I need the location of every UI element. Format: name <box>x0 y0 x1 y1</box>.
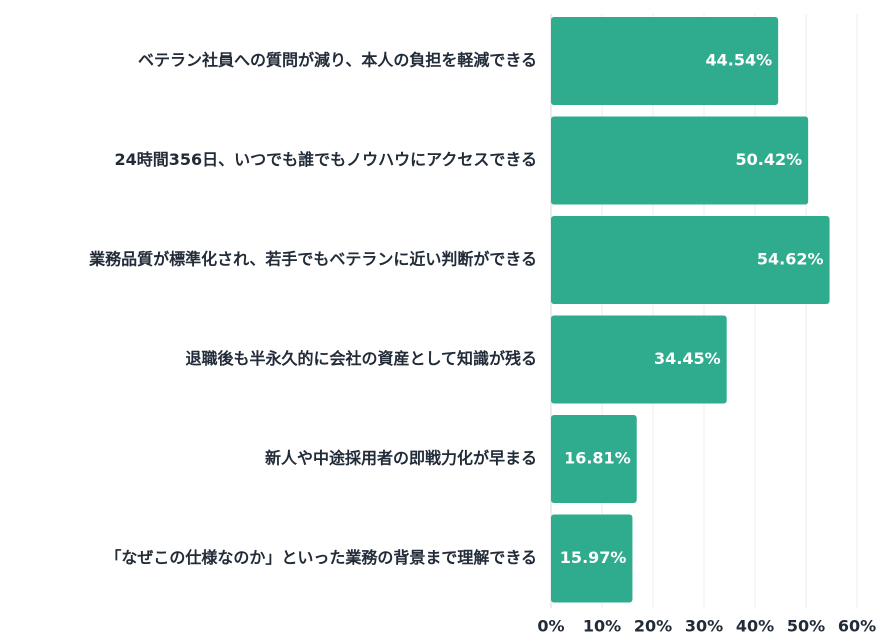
x-tick-label: 20% <box>634 617 672 636</box>
bar-value-label: 54.62% <box>757 250 824 269</box>
x-tick-label: 10% <box>583 617 621 636</box>
x-tick-label: 30% <box>685 617 723 636</box>
x-tick-label: 60% <box>838 617 876 636</box>
category-label: 新人や中途採用者の即戦力化が早まる <box>265 449 537 468</box>
category-labels: ベテラン社員への質問が減り、本人の負担を軽減できる 24時間356日、いつでも誰で… <box>88 51 537 568</box>
bar <box>551 216 830 304</box>
x-tick-label: 0% <box>537 617 564 636</box>
bar-value-label: 34.45% <box>654 349 721 368</box>
bar <box>551 17 779 105</box>
category-label: ベテラン社員への質問が減り、本人の負担を軽減できる <box>138 51 537 70</box>
category-label: 退職後も半永久的に会社の資産として知識が残る <box>185 349 537 368</box>
x-axis-ticks: 0% 10% 20% 30% 40% 50% 60% <box>537 617 876 636</box>
category-label: 「なぜこの仕様なのか」といった業務の背景まで理解できる <box>105 548 537 567</box>
gridlines <box>550 14 858 608</box>
bar <box>551 315 727 404</box>
bar-value-label: 50.42% <box>736 150 803 169</box>
x-tick-label: 40% <box>736 617 774 636</box>
bar-value-label: 16.81% <box>564 449 631 468</box>
category-label: 24時間356日、いつでも誰でもノウハウにアクセスできる <box>114 150 537 169</box>
category-label: 業務品質が標準化され、若手でもベテランに近い判断ができる <box>88 250 537 269</box>
bars: 44.54% 50.42% 54.62% 34.45% 16.81% 15.97% <box>551 17 830 603</box>
bar <box>551 415 637 503</box>
bar-value-label: 15.97% <box>560 548 627 567</box>
bar <box>551 514 633 603</box>
x-tick-label: 50% <box>787 617 825 636</box>
bar <box>551 116 809 205</box>
bar-value-label: 44.54% <box>706 51 773 70</box>
